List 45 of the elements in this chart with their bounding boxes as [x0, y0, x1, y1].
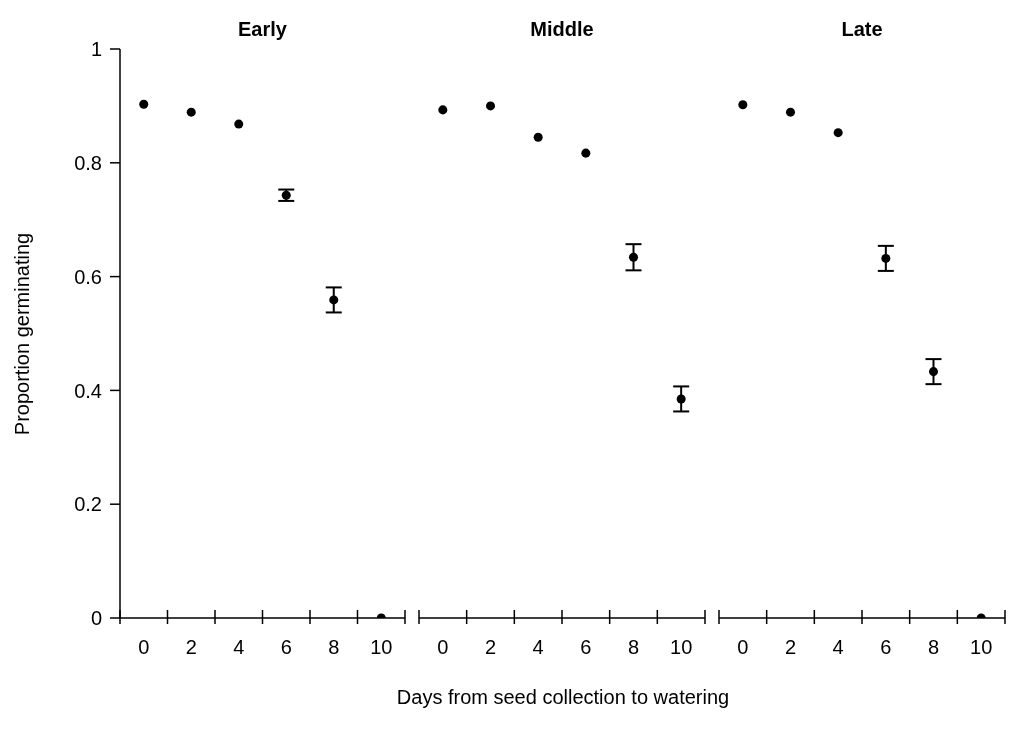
x-tick-label: 2: [784, 636, 797, 658]
point: [186, 107, 196, 117]
point: [234, 119, 244, 129]
y-tick-label: 0.4: [74, 379, 102, 402]
x-tick-label: 10: [370, 636, 393, 658]
point: [628, 252, 639, 262]
y-tick-label: 0.6: [74, 265, 102, 288]
x-tick-label: 8: [627, 636, 640, 658]
x-tick-label: 8: [328, 636, 340, 658]
chart-title: Late: [840, 18, 884, 41]
point: [738, 100, 748, 110]
x-tick-label: 4: [832, 636, 844, 658]
point: [329, 295, 339, 305]
chart-title: Middle: [529, 18, 595, 41]
x-tick-label: 4: [233, 636, 245, 658]
x-tick-label: 10: [970, 636, 993, 658]
point: [438, 105, 448, 115]
point: [785, 107, 796, 117]
x-tick-label: 0: [737, 636, 749, 658]
x-tick-label: 6: [880, 636, 892, 658]
x-tick-label: 6: [580, 636, 592, 658]
y-tick-label: 0.2: [74, 493, 102, 516]
point: [485, 101, 496, 111]
point: [533, 132, 543, 142]
point: [139, 99, 149, 109]
chart-title: Early: [237, 18, 288, 41]
point: [581, 148, 591, 158]
x-tick-label: 2: [185, 636, 197, 658]
point: [833, 128, 843, 138]
x-tick-label: 6: [280, 636, 292, 658]
point: [928, 367, 939, 377]
y-tick-label: 1: [90, 38, 102, 61]
x-axis-title: Days from seed collection to watering: [395, 686, 731, 709]
point: [881, 253, 891, 263]
x-tick-label: 4: [532, 636, 544, 658]
x-tick-label: 0: [138, 636, 150, 658]
y-tick-label: 0.8: [74, 151, 102, 174]
y-tick-label: 0: [90, 607, 102, 630]
point: [281, 190, 291, 200]
x-tick-label: 0: [437, 636, 449, 658]
x-tick-label: 2: [484, 636, 497, 658]
point: [676, 394, 686, 404]
y-axis-title: Proportion germinating: [10, 232, 34, 435]
x-tick-label: 10: [670, 636, 693, 658]
x-tick-label: 8: [927, 636, 940, 658]
